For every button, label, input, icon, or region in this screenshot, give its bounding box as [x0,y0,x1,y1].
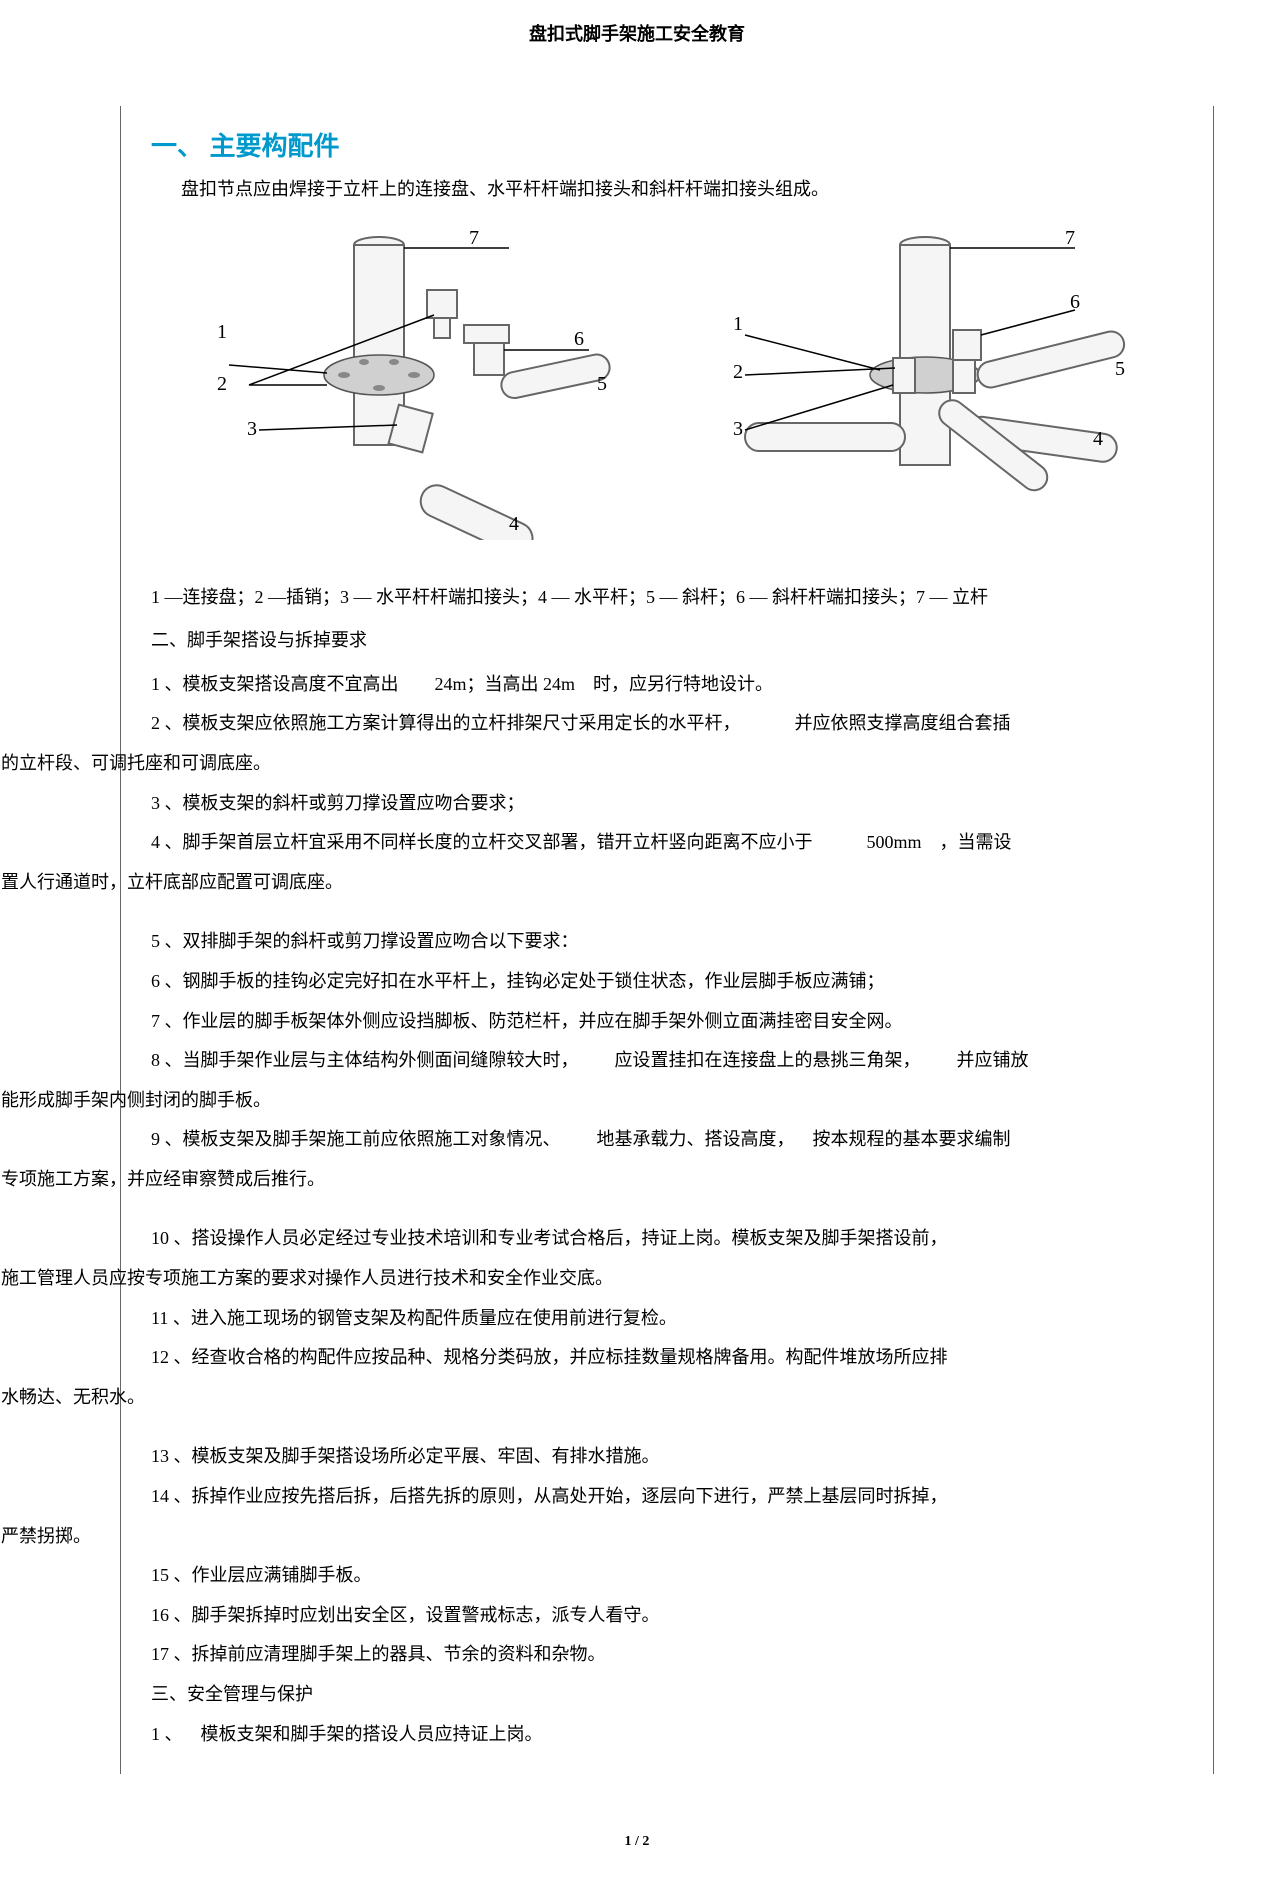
legend-line-1: 1 —连接盘；2 —插销；3 — 水平杆杆端扣接头；4 — 水平杆；5 — 斜杆… [151,580,1183,614]
item-5: 5 、双排脚手架的斜杆或剪刀撑设置应吻合以下要求： [151,922,1183,962]
label-3: 3 [247,418,257,440]
label-7: 7 [469,230,479,249]
label-2b: 2 [733,361,743,383]
page-header-title: 盘扣式脚手架施工安全教育 [0,20,1274,46]
item-8b: 能形成脚手架内侧封闭的脚手板。 [1,1081,1183,1121]
item-1: 1 、模板支架搭设高度不宜高出 24m；当高出 24m 时，应另行特地设计。 [151,665,1183,705]
item-4b: 置人行通道时，立杆底部应配置可调底座。 [1,863,1183,903]
item-10a: 10 、搭设操作人员必定经过专业技术培训和专业考试合格后，持证上岗。模板支架及脚… [151,1219,1183,1259]
label-5b: 5 [1115,358,1125,380]
label-3b: 3 [733,418,743,440]
label-6b: 6 [1070,291,1080,313]
item-12a: 12 、经查收合格的构配件应按品种、规格分类码放，并应标挂数量规格牌备用。构配件… [151,1338,1183,1378]
label-6: 6 [574,328,584,350]
item-4a: 4 、脚手架首层立杆宜采用不同样长度的立杆交叉部署，错开立杆竖向距离不应小于 5… [151,823,1183,863]
diagram-right: 7 4 5 6 [715,230,1135,540]
section-3-heading: 三、安全管理与保护 [151,1675,1183,1715]
item-3: 3 、模板支架的斜杆或剪刀撑设置应吻合要求； [151,784,1183,824]
item-12b: 水畅达、无积水。 [1,1378,1183,1418]
item-11: 11 、进入施工现场的钢管支架及构配件质量应在使用前进行复检。 [151,1299,1183,1339]
label-1b: 1 [733,313,743,335]
section-1-heading: 一、 主要构配件 [151,126,1213,163]
item-9b: 专项施工方案，并应经审察赞成后推行。 [1,1160,1183,1200]
item-10b: 施工管理人员应按专项施工方案的要求对操作人员进行技术和安全作业交底。 [1,1259,1183,1299]
item-13: 13 、模板支架及脚手架搭设场所必定平展、牢固、有排水措施。 [151,1437,1183,1477]
label-7b: 7 [1065,230,1075,249]
item-9a: 9 、模板支架及脚手架施工前应依照施工对象情况、 地基承载力、搭设高度， 按本规… [151,1120,1183,1160]
item-2a: 2 、模板支架应依照施工方案计算得出的立杆排架尺寸采用定长的水平杆， 并应依照支… [151,704,1183,744]
item-14a: 14 、拆掉作业应按先搭后拆，后搭先拆的原则，从高处开始，逐层向下进行，严禁上基… [151,1477,1183,1517]
content-region: 一、 主要构配件 盘扣节点应由焊接于立杆上的连接盘、水平杆杆端扣接头和斜杆杆端扣… [120,106,1214,1774]
label-2: 2 [217,373,227,395]
section-1-intro: 盘扣节点应由焊接于立杆上的连接盘、水平杆杆端扣接头和斜杆杆端扣接头组成。 [181,173,1183,205]
item-8a: 8 、当脚手架作业层与主体结构外侧面间缝隙较大时， 应设置挂扣在连接盘上的悬挑三… [151,1041,1183,1081]
diagram-left: 7 1 2 3 [199,230,619,540]
legend-line-2: 二、脚手架搭设与拆掉要求 [151,623,1183,657]
item-14b: 严禁拐掷。 [1,1517,1183,1557]
item-7: 7 、作业层的脚手板架体外侧应设挡脚板、防范栏杆，并应在脚手架外侧立面满挂密目安… [151,1002,1183,1042]
label-4b: 4 [1093,428,1103,450]
item-15: 15 、作业层应满铺脚手板。 [151,1556,1183,1596]
item-2b: 的立杆段、可调托座和可调底座。 [1,744,1183,784]
document-page: 盘扣式脚手架施工安全教育 一、 主要构配件 盘扣节点应由焊接于立杆上的连接盘、水… [0,0,1274,1890]
item-6: 6 、钢脚手板的挂钩必定完好扣在水平杆上，挂钩必定处于锁住状态，作业层脚手板应满… [151,962,1183,1002]
item-16: 16 、脚手架拆掉时应划出安全区，设置警戒标志，派专人看守。 [151,1596,1183,1636]
label-4: 4 [509,513,519,535]
page-number: 1 / 2 [0,1834,1274,1850]
label-5: 5 [597,373,607,395]
section-3-item-1: 1 、 模板支架和脚手架的搭设人员应持证上岗。 [151,1715,1183,1755]
item-17: 17 、拆掉前应清理脚手架上的器具、节余的资料和杂物。 [151,1635,1183,1675]
label-1: 1 [217,321,227,343]
diagram-container: 7 1 2 3 [151,220,1183,550]
